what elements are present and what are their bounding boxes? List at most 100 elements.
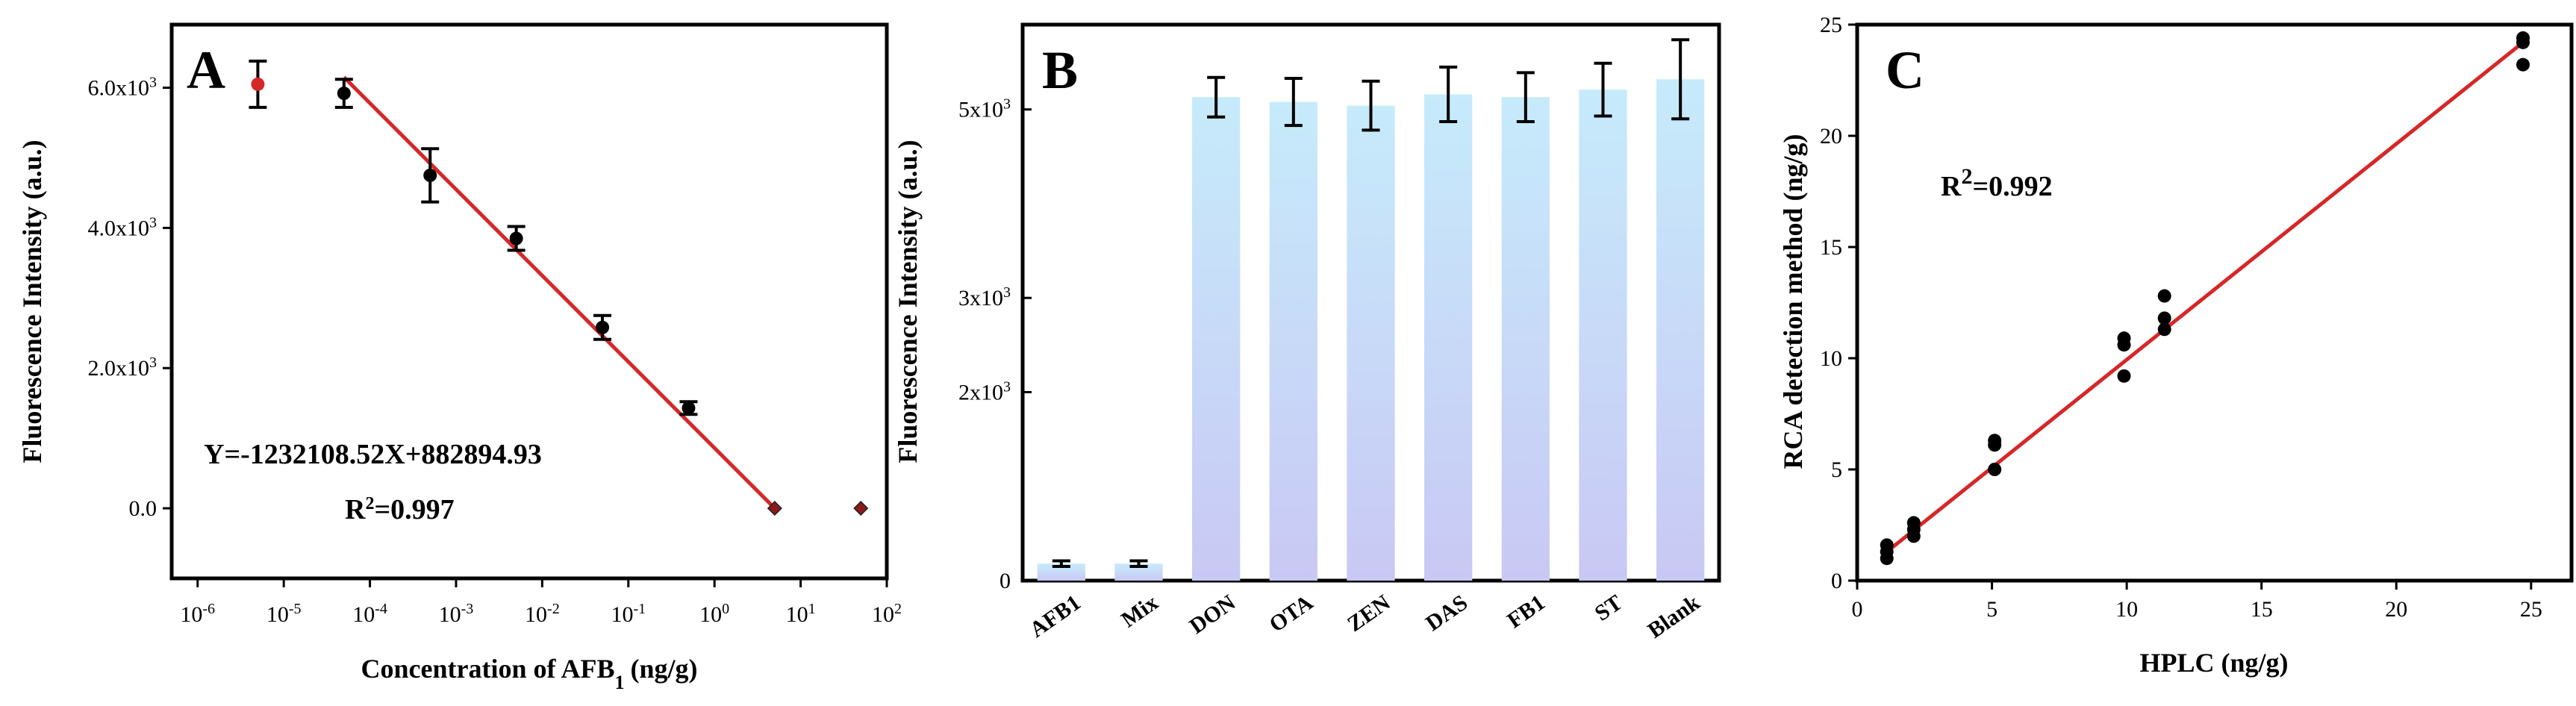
panel-b-y-tick-label: 0 (999, 569, 1011, 593)
panel-a-x-tick-label: 10-1 (611, 601, 646, 627)
panel-a-ticks: 10-6 10-5 10-4 10-3 10-2 10-1 100 101 102 0.0 2.0x… (88, 75, 902, 627)
panel-b-bars (1037, 38, 1705, 581)
panel-b-error-bar (1439, 65, 1458, 124)
panel-b-bar (1424, 94, 1473, 581)
panel-b-error-bar (1207, 75, 1226, 119)
panel-a-r2: R2=0.997 (345, 494, 455, 525)
panel-b-category-label: DAS (1421, 590, 1472, 636)
panel-a-data-point (767, 501, 782, 516)
panel-a-x-tick-label: 101 (786, 601, 816, 627)
panel-a-equation: Y=-1232108.52X+882894.93 (204, 439, 542, 470)
panel-c-data-point (1988, 463, 2002, 476)
panel-b-y-tick-label: 3x103 (958, 284, 1011, 310)
panel-a-x-tick-label: 10-3 (439, 601, 474, 627)
panel-b-bar (1501, 97, 1550, 581)
panel-b-category-label: ZEN (1343, 590, 1395, 637)
panel-b-error-bar (1594, 61, 1612, 118)
panel-a-y-tick-label: 6.0x103 (88, 75, 158, 101)
panel-b-y-axis-title: Fluorescence Intensity (a.u.) (893, 140, 923, 463)
panel-b-error-bar (1671, 38, 1690, 121)
panel-a-x-tick-label: 10-2 (525, 601, 560, 627)
panel-a-y-tick-label: 0.0 (129, 496, 158, 521)
panel-a-data-point (509, 231, 523, 246)
panel-c-points (1880, 31, 2530, 566)
panel-c-x-tick-label: 5 (1986, 597, 1998, 622)
panel-c-x-tick-label: 0 (1852, 597, 1863, 622)
panel-c: C 0 5 10 15 20 25 0 5 10 15 20 25 R2=0.992 RCA dete… (1778, 13, 2574, 678)
panel-b-bar (1656, 79, 1705, 581)
panel-a-x-tick-label: 102 (872, 601, 902, 627)
panel-b-category-label: AFB1 (1025, 590, 1085, 643)
panel-a-points (249, 59, 869, 516)
panel-c-y-tick-label: 15 (1820, 235, 1842, 260)
panel-a-x-axis-title: Concentration of AFB1 (ng/g) (361, 654, 698, 693)
panel-b-bar (1269, 101, 1317, 581)
panel-b-category-label: OTA (1264, 590, 1317, 637)
panel-a-data-point (596, 320, 610, 334)
panel-b-category-label: Blank (1643, 590, 1704, 643)
panel-a-x-tick-label: 10-6 (180, 601, 215, 627)
panel-c-x-tick-label: 20 (2385, 597, 2407, 622)
panel-c-x-tick-label: 10 (2115, 597, 2138, 622)
panel-b-bar (1192, 97, 1241, 581)
panel-c-data-point (1906, 516, 1921, 530)
panel-c-data-point (2157, 322, 2171, 337)
panel-b-bar (1347, 105, 1395, 581)
panel-a-x-tick-label: 10-4 (352, 601, 387, 627)
panel-a: A 10-6 10-5 10-4 10-3 10-2 10-1 100 101 102 0.0 2.… (17, 22, 902, 693)
panel-a-letter: A (187, 40, 225, 100)
panel-b-category-label: DON (1185, 590, 1241, 639)
panel-b-y-tick-label: 2x103 (958, 378, 1011, 404)
panel-a-data-point (337, 87, 351, 101)
panel-c-ticks: 0 5 10 15 20 25 0 5 10 15 20 25 (1820, 13, 2542, 622)
panel-c-data-point (2516, 31, 2530, 45)
panel-b-error-bar (1362, 79, 1380, 132)
panel-c-x-tick-label: 25 (2520, 597, 2542, 622)
panel-a-frame (169, 22, 889, 581)
panel-c-y-tick-label: 20 (1820, 124, 1842, 149)
panel-c-data-point (2516, 57, 2530, 72)
panel-b-category-label: FB1 (1503, 590, 1550, 634)
panel-b-error-bar (1516, 71, 1535, 124)
panel-b-bar (1114, 563, 1163, 581)
panel-c-letter: C (1886, 40, 1924, 100)
panel-a-y-tick-label: 4.0x103 (88, 214, 158, 240)
panel-a-fit-segment (343, 75, 776, 510)
panel-c-data-point (2157, 311, 2171, 325)
panel-a-data-point (682, 401, 696, 415)
panel-c-y-tick-label: 25 (1820, 13, 1842, 37)
panel-c-y-tick-label: 5 (1831, 457, 1842, 482)
panel-a-data-point (853, 501, 869, 516)
panel-b-letter: B (1042, 40, 1078, 100)
panel-c-y-axis-title: RCA detection method (ng/g) (1778, 134, 1808, 469)
panel-a-x-tick-label: 10-5 (266, 601, 302, 627)
panel-c-data-point (1988, 434, 2002, 448)
panel-c-x-axis-title: HPLC (ng/g) (2139, 648, 2288, 678)
panel-b-category-label: Mix (1117, 590, 1162, 633)
panel-a-x-tick-label: 100 (699, 601, 729, 627)
panel-c-data-point (2157, 289, 2171, 303)
panel-c-r2: R2=0.992 (1941, 164, 2053, 203)
panel-c-y-tick-label: 0 (1831, 569, 1842, 593)
panel-c-fit-line (1883, 40, 2524, 556)
panel-c-x-tick-label: 15 (2251, 597, 2273, 622)
panel-a-fit-line (343, 75, 776, 510)
panel-a-y-tick-label: 2.0x103 (88, 354, 158, 381)
panel-a-data-point (423, 168, 437, 182)
panel-b-bar (1037, 563, 1085, 581)
panel-c-data-point (2117, 369, 2131, 383)
panel-b-category-label: ST (1591, 590, 1627, 626)
panel-b-error-bar (1284, 76, 1303, 128)
panel-b-y-tick-label: 5x103 (958, 96, 1011, 122)
panel-c-y-tick-label: 10 (1820, 346, 1842, 371)
panel-b-error-bar (1052, 559, 1070, 569)
panel-b: B AFB1 Mix DON OTA ZEN DAS FB1 ST Blank 0 2x103 3x1… (893, 22, 1721, 643)
panel-b-bar (1579, 90, 1627, 581)
panel-c-fit-segment (1883, 40, 2524, 556)
panel-a-data-point (251, 77, 265, 91)
panel-a-y-axis-title: Fluorescence Intensity (a.u.) (17, 140, 47, 463)
panel-c-data-point (2117, 331, 2131, 346)
panel-c-data-point (1880, 538, 1894, 552)
panel-b-error-bar (1129, 559, 1148, 569)
